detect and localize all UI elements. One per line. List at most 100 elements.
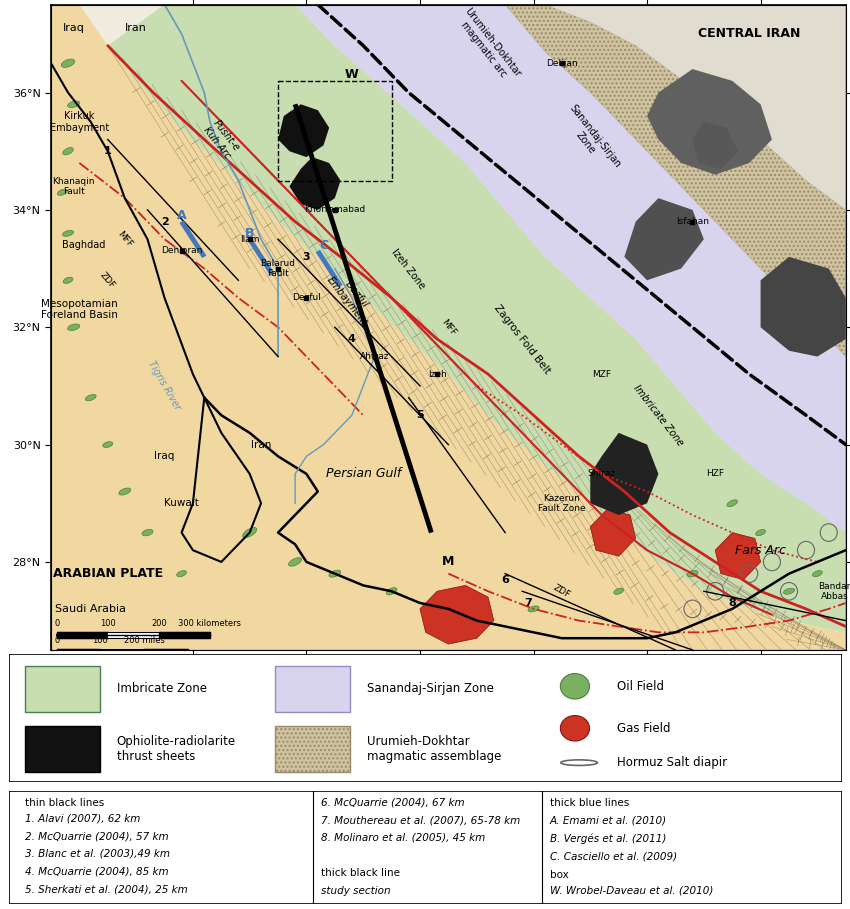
Ellipse shape bbox=[58, 189, 67, 195]
Text: Zagros Fold Belt: Zagros Fold Belt bbox=[492, 303, 552, 375]
Bar bbox=[275, 725, 350, 772]
Ellipse shape bbox=[85, 395, 96, 401]
Text: 6: 6 bbox=[502, 574, 509, 584]
Text: 100: 100 bbox=[100, 619, 116, 628]
Text: 7. Mouthereau et al. (2007), 65-78 km: 7. Mouthereau et al. (2007), 65-78 km bbox=[320, 815, 520, 825]
Text: Kazerun
Fault Zone: Kazerun Fault Zone bbox=[538, 494, 586, 513]
Text: Ophiolite-radiolarite
thrust sheets: Ophiolite-radiolarite thrust sheets bbox=[116, 734, 236, 763]
Text: Urumieh-Dokhtar
magmatic arc: Urumieh-Dokhtar magmatic arc bbox=[454, 5, 523, 85]
Text: 2: 2 bbox=[161, 216, 168, 226]
Ellipse shape bbox=[687, 571, 698, 577]
Polygon shape bbox=[715, 533, 761, 580]
Text: MFF: MFF bbox=[116, 229, 134, 249]
Text: Baghdad: Baghdad bbox=[62, 240, 105, 250]
Ellipse shape bbox=[242, 527, 257, 538]
Text: C. Casciello et al. (2009): C. Casciello et al. (2009) bbox=[550, 851, 677, 861]
Text: 6. McQuarrie (2004), 67 km: 6. McQuarrie (2004), 67 km bbox=[320, 798, 464, 808]
Text: 4. McQuarrie (2004), 85 km: 4. McQuarrie (2004), 85 km bbox=[26, 866, 169, 876]
Polygon shape bbox=[545, 5, 846, 210]
Text: 2. McQuarrie (2004), 57 km: 2. McQuarrie (2004), 57 km bbox=[26, 831, 169, 841]
Polygon shape bbox=[51, 5, 846, 650]
Text: Sanandaj-Sirjan
Zone: Sanandaj-Sirjan Zone bbox=[558, 103, 622, 176]
Ellipse shape bbox=[528, 606, 539, 612]
Text: ZDF: ZDF bbox=[99, 271, 117, 290]
Text: ARABIAN PLATE: ARABIAN PLATE bbox=[53, 567, 163, 580]
Text: study section: study section bbox=[320, 885, 390, 895]
Text: A: A bbox=[177, 209, 186, 223]
Text: Iran: Iran bbox=[251, 440, 271, 450]
Ellipse shape bbox=[103, 442, 113, 447]
Polygon shape bbox=[290, 157, 341, 210]
Text: CENTRAL IRAN: CENTRAL IRAN bbox=[698, 27, 801, 40]
Text: Hormuz Salt diapir: Hormuz Salt diapir bbox=[616, 756, 727, 769]
Ellipse shape bbox=[329, 570, 341, 577]
Ellipse shape bbox=[177, 571, 186, 576]
Text: 8. Molinaro et al. (2005), 45 km: 8. Molinaro et al. (2005), 45 km bbox=[320, 833, 485, 843]
Bar bbox=[26, 725, 100, 772]
Ellipse shape bbox=[386, 587, 397, 594]
Text: Dezful: Dezful bbox=[292, 294, 321, 303]
Text: 1. Alavi (2007), 62 km: 1. Alavi (2007), 62 km bbox=[26, 814, 140, 824]
Text: MZF: MZF bbox=[592, 370, 611, 379]
Text: Dehloran: Dehloran bbox=[161, 246, 202, 255]
Text: thick black line: thick black line bbox=[320, 868, 400, 878]
Text: Pusht-e
Kuh Arc: Pusht-e Kuh Arc bbox=[201, 118, 241, 161]
Text: Shiraz: Shiraz bbox=[587, 469, 615, 478]
Ellipse shape bbox=[68, 324, 80, 331]
Text: 3: 3 bbox=[303, 252, 310, 262]
Text: Ahwaz: Ahwaz bbox=[360, 352, 389, 361]
Text: Dezful
Embayment: Dezful Embayment bbox=[326, 268, 378, 328]
Circle shape bbox=[561, 760, 598, 765]
Text: 300 kilometers: 300 kilometers bbox=[178, 619, 241, 628]
Polygon shape bbox=[590, 433, 659, 515]
Text: 3. Blanc et al. (2003),49 km: 3. Blanc et al. (2003),49 km bbox=[26, 849, 170, 859]
Text: Gas Field: Gas Field bbox=[616, 722, 670, 734]
Polygon shape bbox=[647, 69, 772, 175]
Text: 5. Sherkati et al. (2004), 25 km: 5. Sherkati et al. (2004), 25 km bbox=[26, 884, 188, 894]
Text: Imbricate Zone: Imbricate Zone bbox=[116, 683, 207, 695]
Ellipse shape bbox=[614, 588, 624, 594]
Text: Khorramabad: Khorramabad bbox=[304, 205, 366, 215]
Ellipse shape bbox=[443, 599, 454, 606]
Text: box: box bbox=[550, 871, 569, 881]
Text: Delijan: Delijan bbox=[546, 59, 578, 67]
Text: Izeh: Izeh bbox=[428, 370, 446, 379]
Text: B: B bbox=[245, 227, 254, 240]
Ellipse shape bbox=[743, 558, 755, 565]
Ellipse shape bbox=[63, 277, 73, 284]
Text: Saudi Arabia: Saudi Arabia bbox=[55, 604, 127, 614]
Text: Tigris River: Tigris River bbox=[146, 359, 183, 413]
Text: 5: 5 bbox=[416, 410, 424, 420]
Polygon shape bbox=[295, 5, 846, 533]
Polygon shape bbox=[278, 105, 329, 157]
Text: Ilam: Ilam bbox=[240, 235, 259, 244]
Text: HZF: HZF bbox=[706, 469, 724, 478]
Text: Fars Arc: Fars Arc bbox=[735, 544, 786, 556]
Text: 0: 0 bbox=[54, 619, 60, 628]
Text: 100: 100 bbox=[93, 635, 108, 644]
Polygon shape bbox=[108, 5, 846, 650]
Ellipse shape bbox=[813, 571, 822, 576]
Bar bbox=[275, 666, 350, 712]
Ellipse shape bbox=[784, 588, 795, 594]
Text: W: W bbox=[345, 68, 359, 82]
Text: thick blue lines: thick blue lines bbox=[550, 798, 629, 808]
Text: Persian Gulf: Persian Gulf bbox=[326, 467, 401, 481]
Polygon shape bbox=[590, 509, 636, 556]
Polygon shape bbox=[505, 5, 846, 356]
Text: Kuwait: Kuwait bbox=[164, 498, 199, 508]
Text: Imbricate Zone: Imbricate Zone bbox=[632, 383, 685, 447]
Text: 1: 1 bbox=[104, 146, 111, 156]
Text: Kirkuk
Embayment: Kirkuk Embayment bbox=[50, 111, 109, 133]
Text: 4: 4 bbox=[348, 334, 356, 344]
Ellipse shape bbox=[560, 715, 590, 741]
Polygon shape bbox=[420, 585, 494, 644]
Ellipse shape bbox=[288, 557, 302, 566]
Text: 200: 200 bbox=[151, 619, 167, 628]
Text: Mesopotamian
Foreland Basin: Mesopotamian Foreland Basin bbox=[41, 299, 118, 321]
Bar bbox=[275, 725, 350, 772]
Ellipse shape bbox=[560, 674, 590, 699]
Text: 8: 8 bbox=[728, 598, 736, 608]
Text: Bandar
Abbas: Bandar Abbas bbox=[819, 582, 850, 601]
Ellipse shape bbox=[756, 530, 766, 535]
